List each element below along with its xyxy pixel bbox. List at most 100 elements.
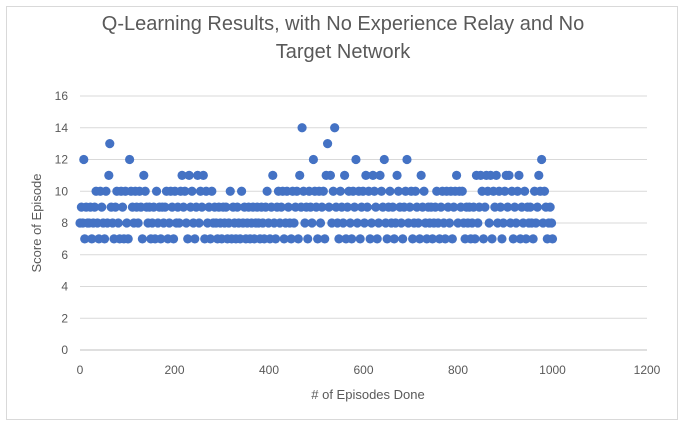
y-tick-label: 6 <box>61 248 68 262</box>
data-point <box>221 202 231 212</box>
data-point <box>405 202 415 212</box>
data-point <box>286 234 296 244</box>
data-point <box>379 154 389 165</box>
x-axis-label: # of Episodes Done <box>311 387 424 402</box>
data-point <box>503 202 513 212</box>
data-point <box>338 218 348 228</box>
data-point <box>449 202 459 212</box>
x-tick-label: 800 <box>448 363 468 377</box>
data-point <box>289 218 299 228</box>
data-point <box>546 218 557 228</box>
data-point <box>117 202 128 212</box>
y-axis-label: Score of Episode <box>29 173 44 272</box>
data-point <box>396 218 406 228</box>
data-point <box>334 234 344 244</box>
data-point <box>521 234 531 244</box>
data-point <box>168 234 179 244</box>
data-point <box>137 234 147 244</box>
data-point <box>315 218 326 228</box>
data-point <box>392 170 402 180</box>
data-point <box>514 170 524 180</box>
data-point <box>413 218 423 228</box>
data-point <box>547 234 558 244</box>
data-point <box>537 154 547 165</box>
data-points <box>75 123 558 244</box>
data-point <box>313 234 323 244</box>
data-point <box>500 186 510 196</box>
data-point <box>539 186 550 196</box>
data-point <box>276 202 286 212</box>
chart-title: Q-Learning Results, with No Experience R… <box>0 10 686 66</box>
data-point <box>427 234 438 244</box>
data-point <box>491 170 501 180</box>
data-point <box>164 218 174 228</box>
data-point <box>156 234 166 244</box>
data-point <box>99 234 110 244</box>
data-point <box>300 218 310 228</box>
data-point <box>365 234 375 244</box>
data-point <box>389 234 399 244</box>
data-point <box>104 170 114 180</box>
x-tick-label: 1200 <box>634 363 661 377</box>
data-point <box>362 202 372 212</box>
data-point <box>508 234 518 244</box>
y-tick-label: 14 <box>55 121 69 135</box>
data-point <box>376 186 387 196</box>
data-point <box>497 234 507 244</box>
chart-title-line1: Q-Learning Results, with No Experience R… <box>101 13 585 35</box>
data-point <box>545 202 555 212</box>
data-point <box>317 202 327 212</box>
data-point <box>160 202 170 212</box>
data-point <box>181 218 191 228</box>
data-point <box>528 234 538 244</box>
data-point <box>415 234 425 244</box>
data-point <box>444 218 455 228</box>
y-tick-label: 8 <box>61 216 68 230</box>
data-point <box>393 186 404 196</box>
data-point <box>484 218 494 228</box>
data-point <box>375 170 385 180</box>
y-tick-label: 12 <box>55 153 69 167</box>
data-point <box>498 218 508 228</box>
data-point <box>480 202 490 212</box>
data-point <box>473 218 483 228</box>
data-point <box>79 154 89 165</box>
data-point <box>139 170 149 180</box>
chart-frame <box>6 6 678 420</box>
data-point <box>342 202 353 212</box>
data-point <box>525 202 535 212</box>
data-point <box>232 202 242 212</box>
data-point <box>372 234 382 244</box>
data-point <box>325 170 336 180</box>
data-point <box>436 202 446 212</box>
data-point <box>371 202 381 212</box>
data-point <box>328 186 338 196</box>
data-point <box>385 186 395 196</box>
y-tick-labels: 0 2 4 6 8 10 12 14 16 <box>55 89 69 357</box>
data-point <box>113 218 123 228</box>
data-point <box>487 234 497 244</box>
y-tick-label: 4 <box>61 280 68 294</box>
data-point <box>402 154 412 165</box>
data-point <box>207 186 217 196</box>
chart-title-line2: Target Network <box>275 41 411 63</box>
data-point <box>382 234 392 244</box>
data-point <box>355 234 365 244</box>
data-point <box>504 170 514 180</box>
data-point <box>190 234 200 244</box>
data-point <box>359 218 370 228</box>
data-point <box>197 202 207 212</box>
data-point <box>80 234 90 244</box>
data-point <box>308 154 319 165</box>
data-point <box>318 186 328 196</box>
data-point <box>457 186 467 196</box>
data-point <box>470 234 480 244</box>
data-point <box>90 202 100 212</box>
data-point <box>512 186 523 196</box>
data-point <box>295 170 305 180</box>
data-point <box>122 218 132 228</box>
data-point <box>511 218 521 228</box>
data-point <box>110 202 121 212</box>
data-point <box>366 218 377 228</box>
data-point <box>123 234 133 244</box>
